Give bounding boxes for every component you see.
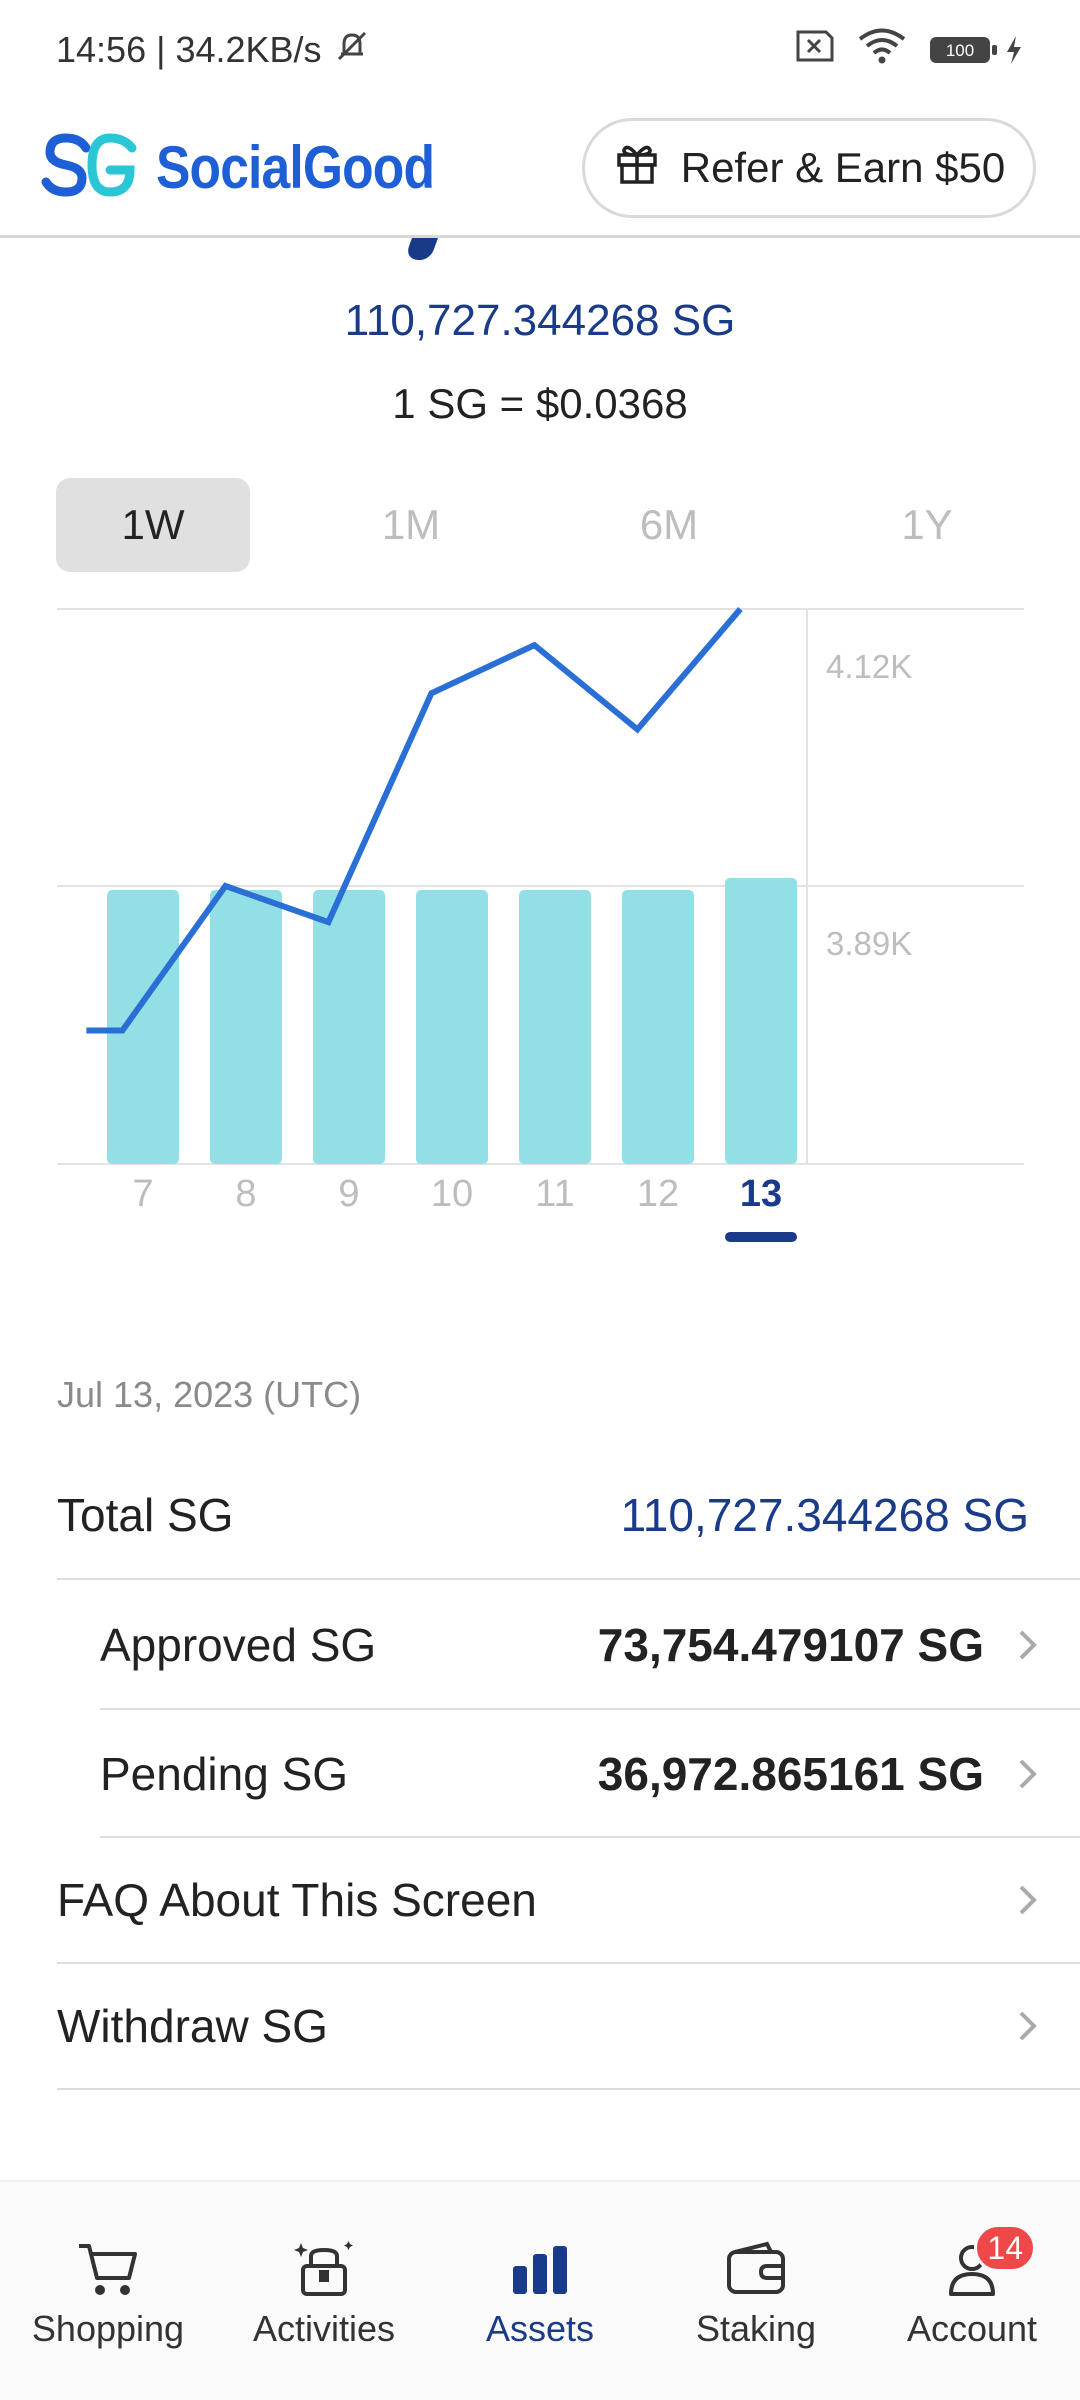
pending-sg-value-group: 36,972.865161 SG [598, 1747, 1042, 1801]
approved-sg-row[interactable]: Approved SG 73,754.479107 SG [100, 1582, 1080, 1710]
nav-assets-label: Assets [485, 2308, 595, 2349]
chevron-right-icon [1019, 1759, 1037, 1789]
nav-account[interactable]: Account 14 [872, 2224, 1072, 2350]
gift-icon [613, 139, 661, 197]
exchange-rate: 1 SG = $0.0368 [392, 380, 688, 427]
mute-notifications-icon [332, 26, 372, 75]
period-selector: 1W 1M 6M 1Y [56, 478, 1024, 572]
period-tab-1y[interactable]: 1Y [901, 501, 953, 548]
nav-activities-label: Activities [252, 2308, 396, 2349]
chart-bars [107, 877, 797, 1164]
nav-activities[interactable]: Activities [224, 2240, 424, 2350]
brand-logo[interactable]: SocialGood [40, 130, 479, 205]
scrolled-balance-fragment [403, 238, 439, 260]
nav-shopping-label: Shopping [31, 2308, 185, 2349]
chart-bar-8[interactable] [210, 890, 282, 1164]
chart-bar-11[interactable] [519, 890, 591, 1164]
bar-chart-icon [513, 2246, 567, 2294]
faq-label: FAQ About This Screen [57, 1874, 537, 1926]
period-tab-6m[interactable]: 6M [639, 501, 699, 548]
x-tick-label-10[interactable]: 10 [431, 1173, 473, 1215]
charging-icon [1007, 36, 1021, 64]
approved-sg-value: 73,754.479107 SG [597, 1619, 984, 1671]
nav-staking[interactable]: Staking [656, 2240, 856, 2350]
x-tick-labels: 7 8 9 10 11 12 13 [132, 1173, 782, 1215]
period-tab-1w[interactable]: 1W [56, 478, 250, 572]
refer-earn-label: Refer & Earn $50 [680, 143, 1006, 191]
notification-badge: 14 [974, 2224, 1036, 2272]
status-bar: 14:56 | 34.2KB/s [0, 0, 1080, 100]
chart-bar-7[interactable] [107, 890, 179, 1164]
total-balance: 110,727.344268 SG [344, 296, 736, 345]
withdraw-sg-row[interactable]: Withdraw SG [57, 1964, 1080, 2090]
nav-assets[interactable]: Assets [440, 2240, 640, 2350]
chevron-right-icon [1019, 1885, 1037, 1915]
brand-name: SocialGood [156, 134, 435, 201]
x-tick-label-11[interactable]: 11 [535, 1173, 574, 1215]
chart-bar-12[interactable] [622, 890, 694, 1164]
bottom-nav: Shopping Activities Assets Staking [0, 2180, 1080, 2400]
nav-shopping[interactable]: Shopping [8, 2240, 208, 2350]
cart-icon [79, 2244, 137, 2295]
chart-bar-10[interactable] [416, 890, 488, 1164]
gift-box-icon [294, 2241, 353, 2296]
battery-level: 100 [946, 41, 974, 60]
app-header: SocialGood Refer & Earn $50 [0, 100, 1080, 238]
total-sg-value: 110,727.344268 SG [620, 1489, 1029, 1541]
withdraw-sg-label: Withdraw SG [57, 2000, 328, 2052]
status-right: 100 [794, 28, 1024, 73]
x-tick-label-13[interactable]: 13 [740, 1173, 782, 1215]
status-time-speed: 14:56 | 34.2KB/s [56, 29, 322, 70]
pending-sg-row[interactable]: Pending SG 36,972.865161 SG [100, 1712, 1080, 1838]
nav-account-label: Account [906, 2308, 1038, 2349]
selected-date: Jul 13, 2023 (UTC) [57, 1374, 362, 1415]
status-left: 14:56 | 34.2KB/s [56, 26, 372, 75]
approved-sg-value-group: 73,754.479107 SG [598, 1618, 1042, 1672]
x-tick-label-8[interactable]: 8 [235, 1173, 256, 1215]
total-sg-label: Total SG [57, 1489, 234, 1541]
approved-sg-label: Approved SG [100, 1619, 377, 1671]
chart-bar-9[interactable] [313, 890, 385, 1164]
pending-sg-label: Pending SG [100, 1748, 349, 1800]
socialgood-logo-icon [40, 130, 140, 205]
balance-chart[interactable]: 4.12K 3.89K 7 8 9 10 11 12 13 [0, 600, 1080, 1250]
total-sg-row: Total SG 110,727.344268 SG [57, 1452, 1080, 1580]
nav-staking-label: Staking [695, 2308, 817, 2349]
x-tick-label-12[interactable]: 12 [637, 1173, 679, 1215]
chevron-right-icon [1019, 1630, 1037, 1660]
battery-icon: 100 [928, 34, 1024, 66]
faq-row[interactable]: FAQ About This Screen [57, 1838, 1080, 1964]
period-tab-1m[interactable]: 1M [381, 501, 441, 548]
x-tick-label-7[interactable]: 7 [132, 1173, 153, 1215]
pending-sg-value: 36,972.865161 SG [597, 1748, 984, 1800]
sim-off-icon [794, 29, 836, 72]
y-tick-label-top: 4.12K [826, 648, 912, 685]
wallet-icon [727, 2241, 785, 2294]
chart-bar-13[interactable] [725, 877, 797, 1164]
selected-day-indicator [725, 1232, 797, 1242]
x-tick-label-9[interactable]: 9 [338, 1173, 359, 1215]
chart-line-series [86, 607, 743, 1034]
y-tick-label-mid: 3.89K [826, 925, 912, 962]
wifi-icon [858, 28, 906, 73]
chevron-right-icon [1019, 2011, 1037, 2041]
refer-earn-button[interactable]: Refer & Earn $50 [582, 117, 1036, 218]
